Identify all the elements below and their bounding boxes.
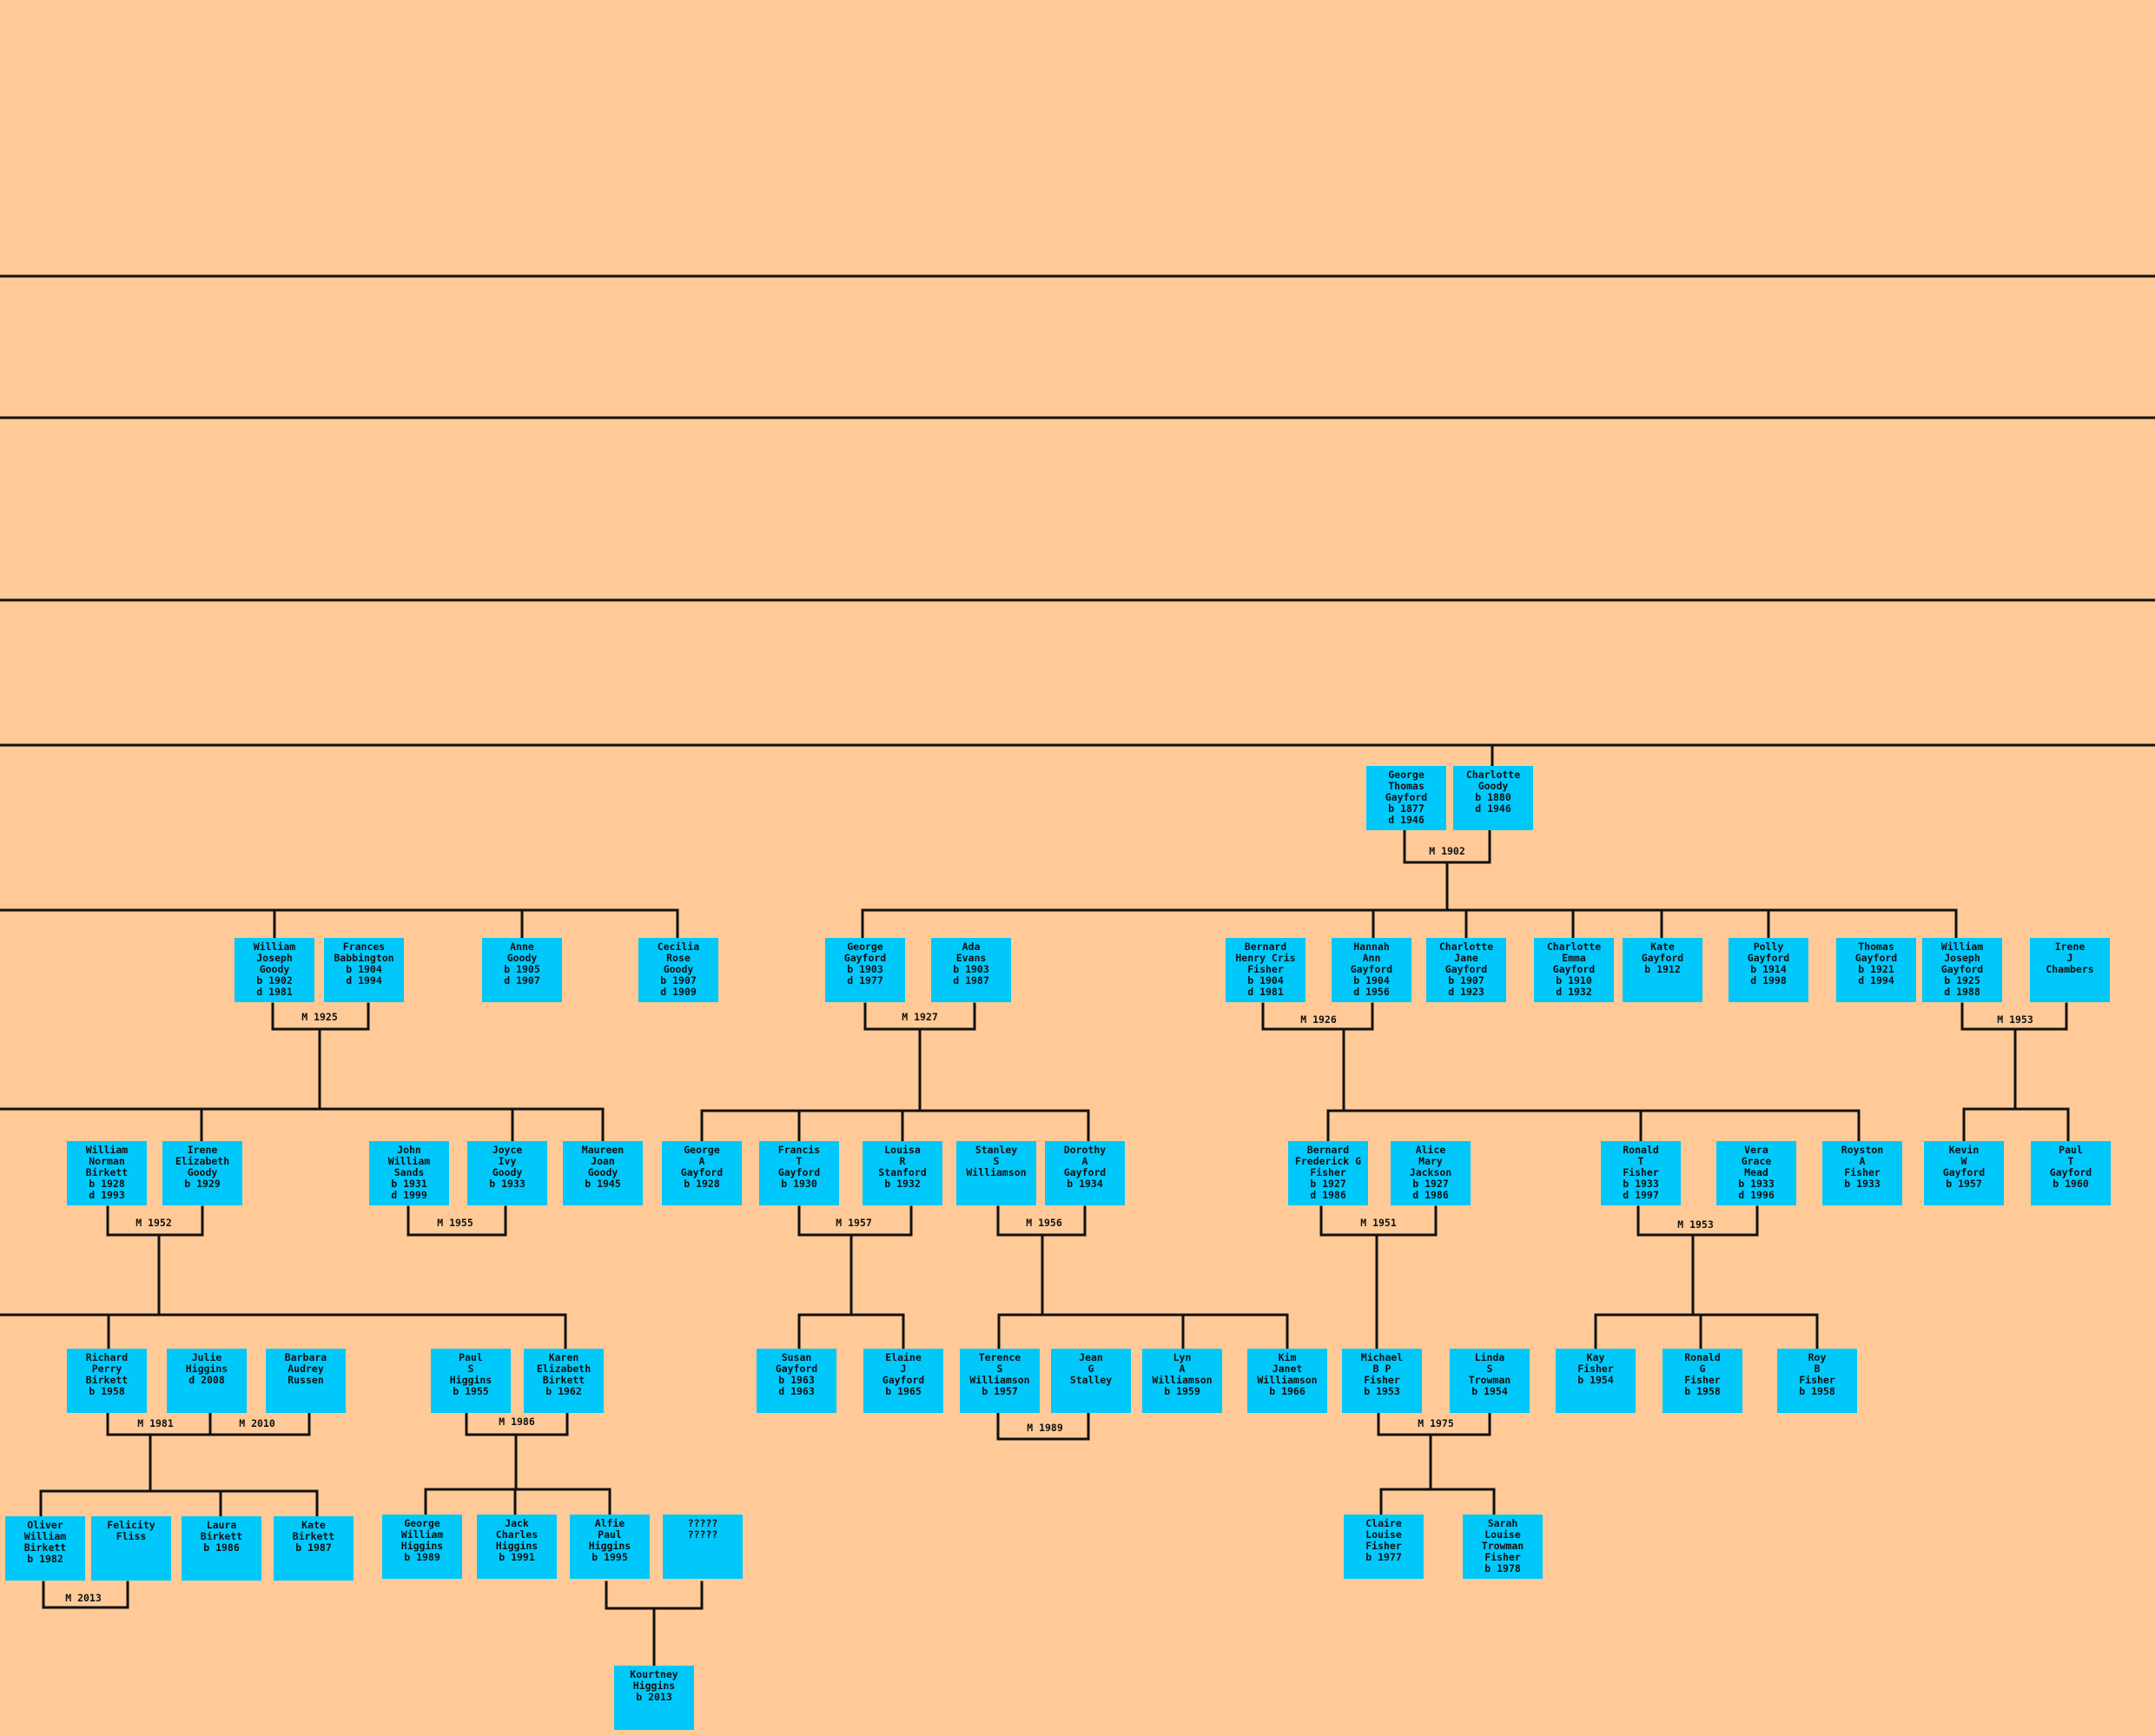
person-bernard-henry-cris-fisher: Bernard Henry Cris Fisher b 1904 d 1981 [1226,938,1306,1002]
person-anne-goody: Anne Goody b 1905 d 1907 [482,938,562,1002]
marriage-label: M 1981 [137,1417,174,1429]
person-alfie-paul-higgins: Alfie Paul Higgins b 1995 [570,1515,650,1579]
person-lyn-a-williamson: Lyn A Williamson b 1959 [1142,1349,1222,1413]
person-ada-evans: Ada Evans b 1903 d 1987 [931,938,1011,1002]
marriage-label: M 1953 [1677,1218,1714,1231]
person-karen-elizabeth-birkett: Karen Elizabeth Birkett b 1962 [524,1349,604,1413]
person-claire-louise-fisher: Claire Louise Fisher b 1977 [1344,1515,1424,1579]
person-paul-t-gayford: Paul T Gayford b 1960 [2031,1141,2111,1205]
person-ronald-t-fisher: Ronald T Fisher b 1933 d 1997 [1601,1141,1681,1205]
person-joyce-ivy-goody: Joyce Ivy Goody b 1933 [467,1141,547,1205]
person-thomas-gayford: Thomas Gayford b 1921 d 1994 [1836,938,1916,1002]
person-barbara-audrey-russen: Barbara Audrey Russen [266,1349,346,1413]
marriage-label: M 1956 [1026,1217,1062,1229]
person-polly-gayford: Polly Gayford b 1914 d 1998 [1729,938,1808,1002]
person-cecilia-rose-goody: Cecilia Rose Goody b 1907 d 1909 [638,938,718,1002]
person-william-joseph-gayford: William Joseph Gayford b 1925 d 1988 [1922,938,2002,1002]
marriage-label: M 1952 [136,1217,172,1229]
person-george-william-higgins: George William Higgins b 1989 [382,1515,462,1579]
person-ronald-g-fisher: Ronald G Fisher b 1958 [1663,1349,1742,1413]
person-george-a-gayford: George A Gayford b 1928 [662,1141,742,1205]
person-hannah-ann-gayford: Hannah Ann Gayford b 1904 d 1956 [1332,938,1411,1002]
person-kate-gayford: Kate Gayford b 1912 [1623,938,1702,1002]
person-john-william-sands: John William Sands b 1931 d 1999 [369,1141,449,1205]
person-bernard-frederick-g-fisher: Bernard Frederick G Fisher b 1927 d 1986 [1288,1141,1368,1205]
person-linda-s-trowman: Linda S Trowman b 1954 [1450,1349,1530,1413]
marriage-label: M 1953 [1997,1013,2033,1026]
marriage-label: M 1989 [1027,1422,1063,1434]
person-jack-charles-higgins: Jack Charles Higgins b 1991 [477,1515,557,1579]
person-susan-gayford: Susan Gayford b 1963 d 1963 [757,1349,836,1413]
marriage-label: M 1925 [301,1011,338,1023]
person-george-thomas-gayford: George Thomas Gayford b 1877 d 1946 [1366,766,1446,830]
person-michael-b-p-fisher: Michael B P Fisher b 1953 [1342,1349,1422,1413]
person-maureen-joan-goody: Maureen Joan Goody b 1945 [563,1141,643,1205]
person-terence-s-williamson: Terence S Williamson b 1957 [960,1349,1040,1413]
person-richard-perry-birkett: Richard Perry Birkett b 1958 [67,1349,147,1413]
person-laura-birkett: Laura Birkett b 1986 [182,1516,261,1581]
person-elaine-j-gayford: Elaine J Gayford b 1965 [863,1349,943,1413]
person-jean-g-stalley: Jean G Stalley [1051,1349,1131,1413]
person-kourtney-higgins: Kourtney Higgins b 2013 [614,1666,694,1730]
person-william-norman-birkett: William Norman Birkett b 1928 d 1993 [67,1141,147,1205]
person-vera-grace-mead: Vera Grace Mead b 1933 d 1996 [1716,1141,1796,1205]
marriage-label: M 1975 [1418,1417,1454,1429]
person-charlotte-emma-gayford: Charlotte Emma Gayford b 1910 d 1932 [1534,938,1614,1002]
marriage-label: M 1951 [1360,1217,1397,1229]
person-francis-t-gayford: Francis T Gayford b 1930 [759,1141,839,1205]
person-paul-s-higgins: Paul S Higgins b 1955 [431,1349,511,1413]
person-frances-babbington: Frances Babbington b 1904 d 1994 [324,938,404,1002]
person-charlotte-goody: Charlotte Goody b 1880 d 1946 [1453,766,1533,830]
person-stanley-s-williamson: Stanley S Williamson [956,1141,1036,1205]
marriage-label: M 1986 [499,1416,535,1428]
person-oliver-william-birkett: Oliver William Birkett b 1982 [5,1516,85,1581]
marriage-label: M 2010 [239,1417,275,1429]
person-royston-a-fisher: Royston A Fisher b 1933 [1822,1141,1902,1205]
person-george-gayford: George Gayford b 1903 d 1977 [825,938,905,1002]
marriage-label: M 1926 [1300,1013,1337,1026]
person-william-joseph-goody: William Joseph Goody b 1902 d 1981 [235,938,314,1002]
person-dorothy-a-gayford: Dorothy A Gayford b 1934 [1045,1141,1125,1205]
marriage-label: M 1957 [836,1217,872,1229]
person-kevin-w-gayford: Kevin W Gayford b 1957 [1924,1141,2004,1205]
person-unknown-partner: ????? ????? [663,1515,743,1579]
marriage-label: M 1927 [902,1011,938,1023]
person-charlotte-jane-gayford: Charlotte Jane Gayford b 1907 d 1923 [1426,938,1506,1002]
marriage-label: M 2013 [65,1592,102,1604]
person-sarah-louise-trowman-fisher: Sarah Louise Trowman Fisher b 1978 [1463,1515,1543,1579]
person-alice-mary-jackson: Alice Mary Jackson b 1927 d 1986 [1391,1141,1471,1205]
person-felicity-fliss: Felicity Fliss [91,1516,171,1581]
person-irene-elizabeth-goody: Irene Elizabeth Goody b 1929 [162,1141,242,1205]
person-irene-j-chambers: Irene J Chambers [2030,938,2110,1002]
person-kate-birkett: Kate Birkett b 1987 [274,1516,354,1581]
person-roy-b-fisher: Roy B Fisher b 1958 [1777,1349,1857,1413]
person-louisa-r-stanford: Louisa R Stanford b 1932 [863,1141,942,1205]
marriage-label: M 1955 [437,1217,473,1229]
person-kim-janet-williamson: Kim Janet Williamson b 1966 [1247,1349,1327,1413]
person-julie-higgins: Julie Higgins d 2008 [167,1349,247,1413]
person-kay-fisher: Kay Fisher b 1954 [1556,1349,1636,1413]
marriage-label: M 1902 [1429,845,1465,857]
